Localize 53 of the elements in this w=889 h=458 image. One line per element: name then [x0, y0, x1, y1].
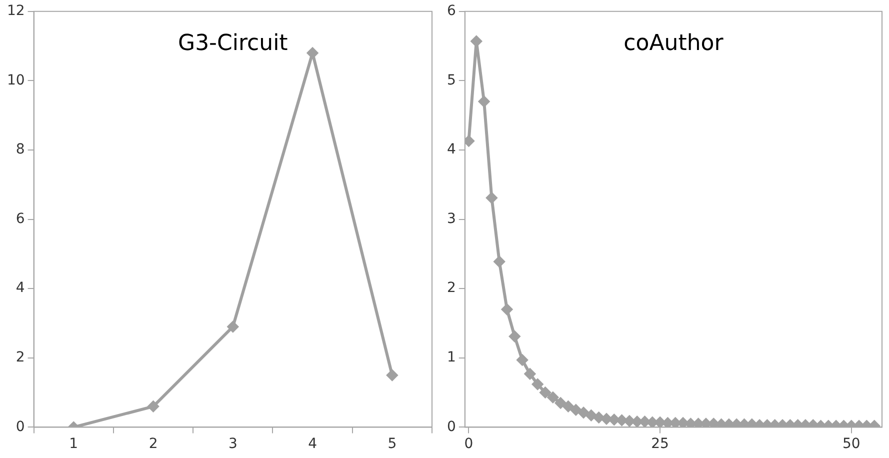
point — [494, 256, 505, 268]
x-tick-label: 3 — [228, 436, 238, 452]
y-tick-label: 0 — [16, 418, 25, 435]
point — [470, 36, 482, 47]
point — [708, 418, 720, 428]
point — [532, 378, 544, 390]
point — [654, 416, 666, 428]
point — [646, 416, 658, 428]
point — [624, 415, 635, 426]
y-tick-label: 2 — [446, 280, 456, 296]
x-tick-label: 50 — [842, 436, 860, 452]
y-tick-label: 1 — [446, 350, 456, 366]
point — [524, 368, 536, 380]
point — [578, 407, 590, 418]
point — [555, 397, 566, 408]
point — [547, 392, 558, 403]
point — [678, 418, 689, 428]
point — [616, 414, 628, 426]
point — [509, 330, 520, 342]
point — [478, 96, 490, 107]
y-tick-label: 12 — [6, 3, 25, 20]
point — [148, 400, 159, 412]
text: G3-Circuit — [178, 31, 288, 56]
x-tick-label: 2 — [148, 436, 158, 452]
point — [464, 135, 474, 146]
point — [386, 370, 398, 381]
x-tick-label: 5 — [388, 436, 397, 452]
point — [502, 304, 512, 315]
point — [540, 387, 551, 398]
point — [516, 354, 528, 366]
point — [570, 404, 582, 416]
point — [586, 410, 597, 421]
y-tick-label: 5 — [446, 72, 456, 88]
y-tick-label: 3 — [446, 210, 456, 227]
y-tick-label: 6 — [16, 210, 25, 227]
y-tick-label: 10 — [6, 72, 25, 88]
y-tick-label: 4 — [16, 280, 25, 296]
y-tick-label: 8 — [16, 142, 25, 158]
point — [562, 400, 574, 412]
x-tick-label: 0 — [464, 436, 474, 452]
x-tick-label: 1 — [69, 436, 78, 452]
point — [593, 412, 604, 423]
point — [608, 414, 620, 426]
point — [600, 413, 612, 424]
text: coAuthor — [624, 31, 724, 56]
point — [227, 321, 238, 332]
x-tick-label: 25 — [651, 436, 669, 452]
point — [486, 192, 498, 204]
y-tick-label: 0 — [446, 418, 456, 435]
y-tick-label: 4 — [446, 142, 456, 158]
x-tick-label: 4 — [308, 436, 318, 452]
y-tick-label: 2 — [16, 350, 25, 366]
y-tick-label: 6 — [446, 3, 456, 20]
